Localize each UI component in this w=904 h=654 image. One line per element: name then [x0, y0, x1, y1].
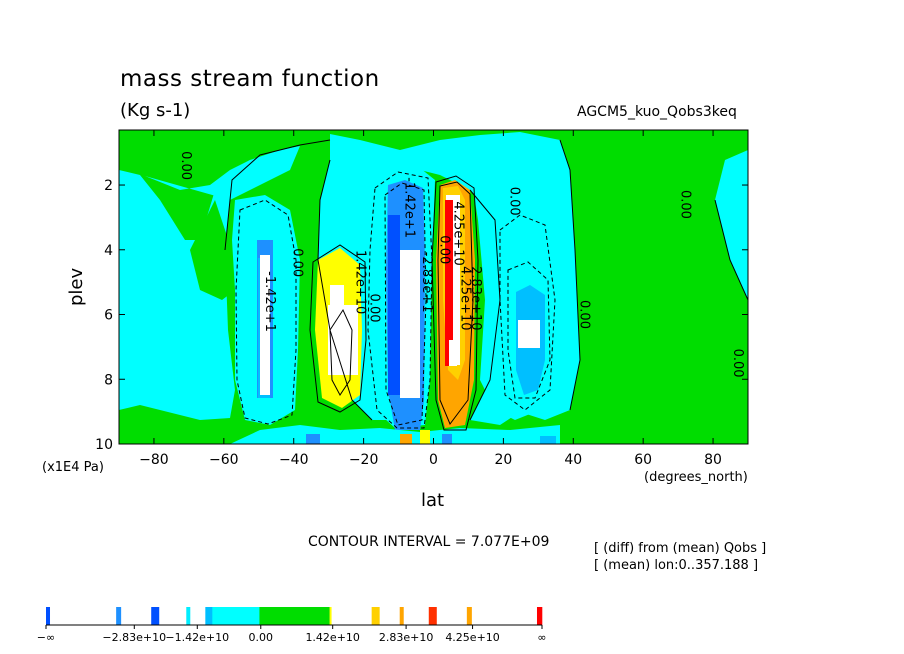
- colorbar-segment: [46, 607, 51, 625]
- colorbar-segment: [466, 607, 473, 625]
- x-tick-label: −80: [139, 452, 169, 468]
- red-core-5n: [445, 200, 453, 366]
- contour-label: 0.00: [506, 187, 521, 216]
- x-tick-label: −60: [209, 452, 239, 468]
- white-core-25n: [518, 320, 540, 348]
- colorbar-segment: [186, 607, 191, 625]
- cyan-tongue-nw: [145, 146, 300, 200]
- boundary-blue-1: [306, 434, 320, 444]
- axis-ticks: −80 −60 −40 −20 0 20 40 60 80 2 4 6 8 10: [95, 130, 748, 468]
- colorbar-label: 1.42e+10: [305, 631, 359, 644]
- boundary-blue-2: [442, 434, 452, 444]
- white-core-25s: [328, 305, 358, 375]
- x-tick-label: −20: [349, 452, 379, 468]
- contour-label: -1.42e+1: [402, 177, 417, 238]
- colorbar-segment: [329, 607, 332, 625]
- chart-title: mass stream function: [120, 66, 380, 92]
- colorbar: −∞ −2.83e+10 −1.42e+10 0.00 1.42e+10 2.83e+10…: [37, 607, 547, 644]
- x-tick-label: 40: [564, 452, 582, 468]
- colorbar-label: −1.42e+10: [165, 631, 229, 644]
- colorbar-label: ∞: [537, 631, 546, 644]
- green-region-west: [190, 200, 235, 300]
- colorbar-segment: [151, 607, 160, 625]
- colorbar-segment: [259, 607, 330, 625]
- colorbar-segment: [371, 607, 380, 625]
- contour-label: 0.00: [576, 300, 591, 329]
- note-mean: [ (mean) lon:0..357.188 ]: [594, 558, 759, 573]
- colorbar-segment: [399, 607, 405, 625]
- x-tick-label: 0: [429, 452, 438, 468]
- contour-core-25s: [329, 308, 353, 396]
- colorbar-segment: [212, 607, 260, 625]
- contour-labels: 0.000.00-1.42e+1 1.42e+100.00-1.42e+1-2.8…: [178, 151, 745, 377]
- y-tick-label: 10: [95, 437, 113, 453]
- y-tick-label: 8: [104, 372, 113, 388]
- white-tip-5n: [449, 340, 457, 366]
- contour-label: 0.00: [678, 190, 693, 219]
- plot-area: [119, 130, 748, 444]
- contour-interval: CONTOUR INTERVAL = 7.077E+09: [308, 534, 550, 550]
- white-bar-50s: [260, 255, 270, 395]
- note-diff: [ (diff) from (mean) Qobs ]: [594, 541, 767, 556]
- colorbar-segment: [159, 607, 187, 625]
- colorbar-segment: [379, 607, 401, 625]
- contour-lines: [224, 139, 748, 431]
- y-tick-label: 6: [104, 308, 113, 324]
- y-tick-label: 4: [104, 243, 113, 259]
- green-region-nw: [119, 130, 330, 240]
- colorbar-segment: [205, 607, 213, 625]
- contour-label: 0.00: [367, 294, 382, 323]
- x-tick-label: 20: [494, 452, 512, 468]
- contour-label: 0.00: [730, 349, 745, 378]
- colorbar-label: 2.83e+10: [379, 631, 433, 644]
- colorbar-segment: [190, 607, 206, 625]
- y-axis-unit: (x1E4 Pa): [42, 460, 104, 475]
- colorbar-segment: [331, 607, 372, 625]
- contour-label: -2.83e+1: [419, 252, 434, 313]
- colorbar-label: −∞: [37, 631, 55, 644]
- y-tick-label: 2: [104, 178, 113, 194]
- x-axis-unit: (degrees_north): [644, 470, 748, 485]
- contour-label: 0.00: [178, 151, 193, 180]
- colorbar-segment: [116, 607, 122, 625]
- colorbar-segment: [471, 607, 538, 625]
- x-tick-label: −40: [279, 452, 309, 468]
- colorbar-segment: [403, 607, 430, 625]
- contour-label: 2.83e+10: [468, 266, 483, 330]
- colorbar-segment: [50, 607, 117, 625]
- white-core-5s: [400, 250, 420, 398]
- contour-label: 0.00: [290, 248, 305, 277]
- yellow-white-25s: [330, 285, 344, 305]
- x-axis-label: lat: [421, 490, 445, 511]
- x-tick-label: 60: [634, 452, 652, 468]
- colorbar-label: 4.25e+10: [445, 631, 499, 644]
- colorbar-segment: [121, 607, 152, 625]
- boundary-yellow: [420, 430, 430, 444]
- contour-label: -1.42e+1: [262, 271, 277, 332]
- chart-units: (Kg s-1): [120, 100, 191, 121]
- colorbar-segment: [436, 607, 468, 625]
- contour-label: 4.25e+10: [457, 266, 472, 330]
- boundary-blue-3: [540, 436, 556, 444]
- contour-label: 4.25e+10: [450, 201, 465, 265]
- darkblue-cell-5s: [388, 215, 400, 395]
- colorbar-segment: [536, 607, 543, 625]
- boundary-orange: [400, 434, 412, 444]
- x-tick-label: 80: [704, 452, 722, 468]
- contour-label: 1.42e+10: [353, 250, 368, 314]
- run-label: AGCM5_kuo_Qobs3keq: [577, 104, 737, 120]
- contour-label: 0.00: [436, 235, 451, 264]
- colorbar-label: 0.00: [249, 631, 274, 644]
- colorbar-segment: [428, 607, 438, 625]
- colorbar-label: −2.83e+10: [102, 631, 166, 644]
